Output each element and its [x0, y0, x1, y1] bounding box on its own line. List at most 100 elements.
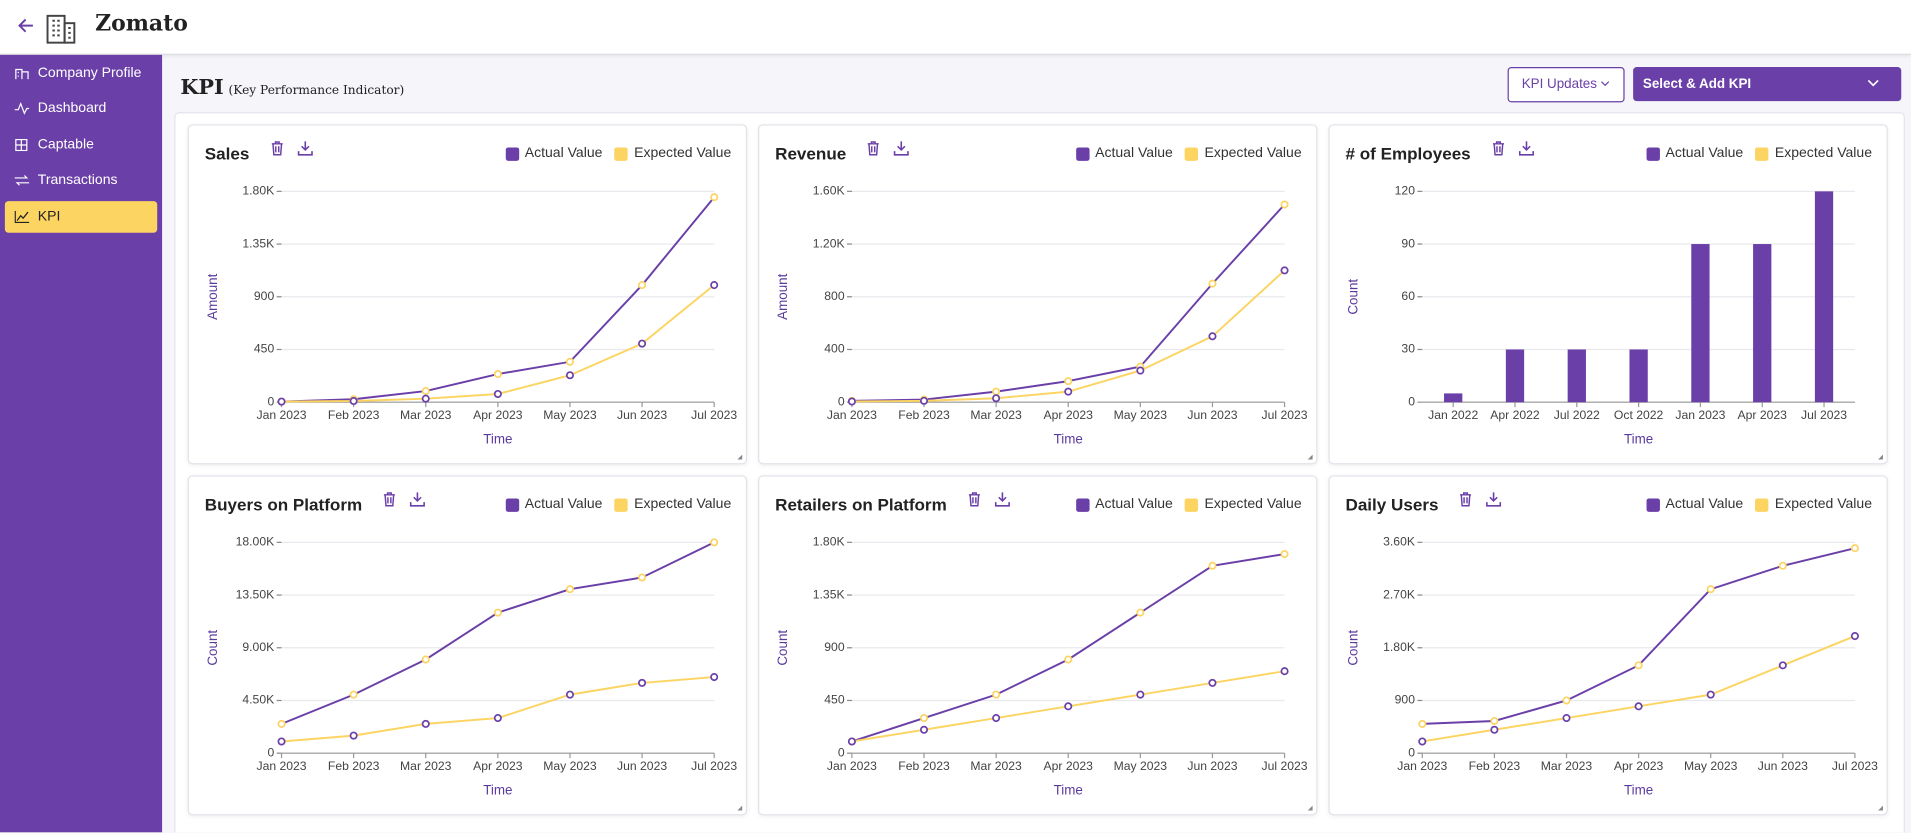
data-point: [1208, 279, 1217, 288]
nav-item[interactable]: KPI: [4, 201, 158, 233]
legend-swatch: [1075, 146, 1090, 161]
nav-item[interactable]: Transactions: [5, 165, 157, 197]
resize-handle: [1878, 805, 1883, 811]
data-point: [1850, 632, 1859, 641]
nav-label: Company Profile: [37, 65, 142, 81]
legend-label: Expected Value: [1774, 497, 1872, 512]
data-point: [847, 397, 856, 406]
company-name: Zomato: [95, 10, 188, 37]
chart: 0 400 800 1.20K 1.60K Jan 2023 Feb 2023 Mar 202…: [775, 184, 1313, 460]
download-button[interactable]: [1518, 140, 1534, 162]
button-label: KPI Updates: [1521, 76, 1597, 92]
x-tick-label: Jan 2023: [827, 408, 877, 422]
delete-button[interactable]: [382, 491, 398, 513]
delete-button[interactable]: [269, 140, 285, 162]
x-tick-label: Jan 2023: [827, 759, 877, 773]
data-point: [565, 690, 574, 699]
download-button[interactable]: [410, 491, 426, 513]
delete-button[interactable]: [1458, 491, 1474, 513]
data-point: [710, 673, 719, 682]
nav-item[interactable]: Company Profile: [5, 57, 157, 89]
legend-item[interactable]: Actual Value: [1646, 146, 1743, 161]
x-tick-label: Apr 2022: [1490, 408, 1540, 422]
legend-item[interactable]: Expected Value: [1184, 146, 1302, 161]
x-tick-label: Feb 2023: [328, 759, 380, 773]
data-point: [638, 678, 647, 687]
legend-item[interactable]: Actual Value: [1075, 497, 1173, 512]
data-point: [1418, 737, 1427, 746]
y-tick-label: 0: [267, 745, 274, 759]
download-button[interactable]: [1486, 491, 1502, 513]
chart: 0 900 1.80K 2.70K 3.60K Jan 2023 Feb 2023 Mar 2…: [1346, 535, 1883, 811]
legend-swatch: [1184, 146, 1199, 161]
x-axis-label: Time: [1624, 432, 1653, 447]
data-point: [919, 725, 929, 734]
x-tick-label: Jul 2022: [1554, 408, 1600, 422]
data-point: [1280, 266, 1289, 275]
data-point: [919, 396, 929, 405]
download-button[interactable]: [894, 140, 910, 162]
data-point: [421, 655, 430, 664]
chart: 0 450 900 1.35K 1.80K Jan 2023 Feb 2023 Mar 202…: [775, 535, 1313, 811]
legend-item[interactable]: Expected Value: [1184, 497, 1302, 512]
y-tick-label: 450: [254, 342, 275, 356]
y-axis-label: Count: [1346, 279, 1361, 315]
x-tick-label: Feb 2023: [898, 759, 950, 773]
y-tick-label: 450: [824, 693, 845, 707]
kpi-updates-button[interactable]: KPI Updates: [1507, 67, 1625, 103]
legend-label: Actual Value: [1095, 497, 1173, 512]
page-heading: KPI: [180, 75, 224, 100]
data-point: [493, 714, 502, 723]
legend-swatch: [505, 497, 519, 512]
x-axis-label: Time: [1624, 783, 1653, 798]
x-tick-label: Apr 2023: [473, 408, 523, 422]
y-tick-label: 4.50K: [242, 693, 274, 707]
chart-card: 0 400 800 1.20K 1.60K Jan 2023 Feb 2023 Mar 202…: [758, 124, 1318, 465]
legend-item[interactable]: Actual Value: [505, 146, 602, 161]
legend-item[interactable]: Actual Value: [1646, 497, 1743, 512]
legend-label: Actual Value: [524, 497, 603, 512]
nav-item[interactable]: Captable: [5, 129, 157, 161]
legend-swatch: [505, 146, 519, 161]
data-point: [493, 389, 502, 399]
legend-item[interactable]: Expected Value: [614, 146, 731, 161]
y-tick-label: 0: [838, 745, 845, 759]
legend-swatch: [1184, 497, 1199, 512]
y-tick-label: 1.20K: [813, 236, 845, 250]
data-point: [1778, 661, 1787, 670]
x-tick-label: Jul 2023: [1832, 759, 1878, 773]
legend-item[interactable]: Actual Value: [505, 497, 602, 512]
chart-title: Buyers on Platform: [204, 494, 363, 515]
data-point: [565, 585, 574, 594]
download-button[interactable]: [994, 491, 1010, 513]
data-point: [992, 690, 1001, 699]
data-point: [638, 339, 647, 348]
x-tick-label: May 2023: [1684, 759, 1738, 773]
y-axis-label: Count: [205, 630, 220, 666]
chart-actions: [1490, 140, 1534, 162]
legend-item[interactable]: Actual Value: [1075, 146, 1173, 161]
legend-label: Expected Value: [634, 497, 732, 512]
card-header: # of Employees Actual Value Expected Value: [1346, 140, 1872, 165]
legend-item[interactable]: Expected Value: [1755, 146, 1872, 161]
data-point: [421, 387, 430, 396]
select-add-kpi-button[interactable]: Select & Add KPI: [1633, 67, 1902, 102]
back-button[interactable]: [16, 16, 36, 36]
legend-item[interactable]: Expected Value: [614, 497, 732, 512]
legend-item[interactable]: Expected Value: [1755, 497, 1872, 512]
y-tick-label: 0: [838, 394, 845, 408]
download-button[interactable]: [297, 140, 313, 162]
x-tick-label: May 2023: [1114, 759, 1168, 773]
delete-button[interactable]: [866, 140, 882, 162]
legend-swatch: [1075, 497, 1090, 512]
y-tick-label: 900: [254, 289, 275, 303]
resize-handle: [1307, 454, 1313, 460]
nav-item[interactable]: Dashboard: [5, 93, 157, 125]
data-point: [1634, 702, 1643, 711]
data-point: [1208, 561, 1217, 570]
y-tick-label: 9.00K: [242, 640, 274, 654]
delete-button[interactable]: [1490, 140, 1506, 162]
delete-button[interactable]: [966, 491, 982, 513]
chart: 0 4.50K 9.00K 13.50K 18.00K Jan 2023 Feb 2023 M…: [205, 535, 743, 811]
card-header: Sales Actual Value Expected Value: [205, 140, 731, 165]
